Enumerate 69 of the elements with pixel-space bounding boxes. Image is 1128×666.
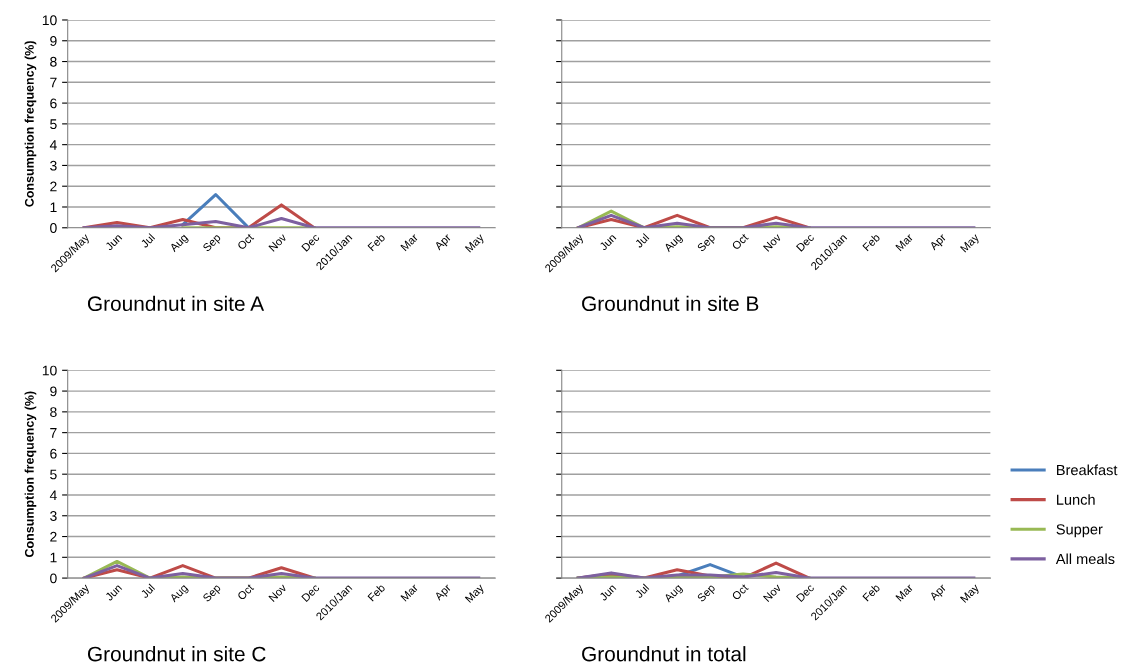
x-tick-label: Sep [202, 233, 223, 254]
legend-label: Breakfast [1057, 464, 1118, 476]
x-tick-label: Nov [268, 583, 288, 603]
x-tick-label: Feb [367, 232, 386, 252]
x-tick-label: Aug [663, 233, 684, 254]
y-tick-label: 7 [50, 77, 57, 88]
x-tick-label: Jun [598, 233, 617, 251]
y-tick-label: 10 [42, 365, 57, 376]
y-tick-label: 7 [50, 428, 57, 438]
y-tick-label: 6 [50, 98, 57, 109]
y-tick-label: 9 [50, 36, 57, 46]
y-axis-title: Consumption frequency (%) [24, 41, 37, 207]
x-tick-label: Apr [433, 583, 454, 603]
x-tick-label: Sep [202, 583, 223, 604]
text: Groundnut in total [582, 646, 746, 662]
y-tick-label: 5 [50, 119, 57, 130]
x-tick-label: Mar [895, 233, 914, 252]
x-tick-label: Mar [895, 583, 914, 602]
x-tick-label: Jul [139, 583, 156, 599]
y-tick-label: 8 [50, 56, 57, 67]
y-tick-label: 3 [50, 160, 57, 171]
x-tick-label: Oct [236, 583, 255, 601]
legend-label: Lunch [1057, 494, 1095, 505]
x-tick-label: Jul [634, 233, 650, 249]
x-tick-label: Oct [731, 583, 749, 601]
x-tick-label: Oct [236, 232, 255, 251]
y-tick-label: 0 [50, 223, 57, 233]
legend-label: All meals [1055, 553, 1115, 565]
x-tick-label: Mar [400, 583, 419, 602]
x-tick-label: Feb [367, 583, 386, 602]
y-tick-label: 3 [50, 511, 57, 521]
y-tick-label: 1 [50, 552, 57, 563]
x-tick-label: Aug [663, 583, 684, 605]
x-tick-label: Jun [598, 583, 617, 602]
x-tick-label: Aug [169, 233, 190, 254]
text: Groundnut in site B [582, 295, 759, 312]
legend-label: Supper [1056, 524, 1103, 538]
y-tick-label: 10 [42, 15, 57, 26]
y-tick-label: 0 [50, 573, 57, 584]
text: Groundnut in site A [87, 295, 265, 312]
y-tick-label: 4 [49, 490, 57, 500]
y-tick-label: 9 [50, 386, 57, 397]
x-tick-label: Apr [433, 233, 454, 253]
x-tick-label: Nov [763, 232, 782, 252]
y-axis-title: Consumption frequency (%) [24, 391, 37, 558]
x-tick-label: Nov [763, 583, 782, 603]
x-tick-label: Feb [862, 232, 881, 252]
x-tick-label: Jul [139, 233, 156, 249]
x-tick-label: Apr [929, 583, 949, 603]
x-tick-label: Apr [929, 233, 949, 253]
x-tick-label: Sep [696, 583, 718, 604]
y-tick-label: 6 [50, 448, 57, 459]
y-tick-label: 2 [50, 531, 57, 542]
y-tick-label: 4 [49, 140, 57, 150]
x-tick-label: Oct [731, 232, 749, 251]
y-tick-label: 5 [50, 469, 57, 480]
y-tick-label: 2 [50, 181, 57, 192]
x-tick-label: Jun [104, 233, 123, 251]
x-tick-label: Aug [169, 583, 190, 605]
x-tick-label: Jun [104, 583, 123, 602]
y-tick-label: 8 [50, 407, 57, 418]
x-tick-label: Mar [400, 233, 419, 252]
x-tick-label: Sep [696, 233, 718, 254]
x-tick-label: Nov [268, 232, 288, 252]
x-tick-label: Feb [862, 583, 881, 602]
y-tick-label: 1 [50, 202, 57, 213]
text: Groundnut in site C [87, 646, 266, 662]
x-tick-label: Jul [634, 583, 650, 599]
line-series [82, 216, 481, 228]
